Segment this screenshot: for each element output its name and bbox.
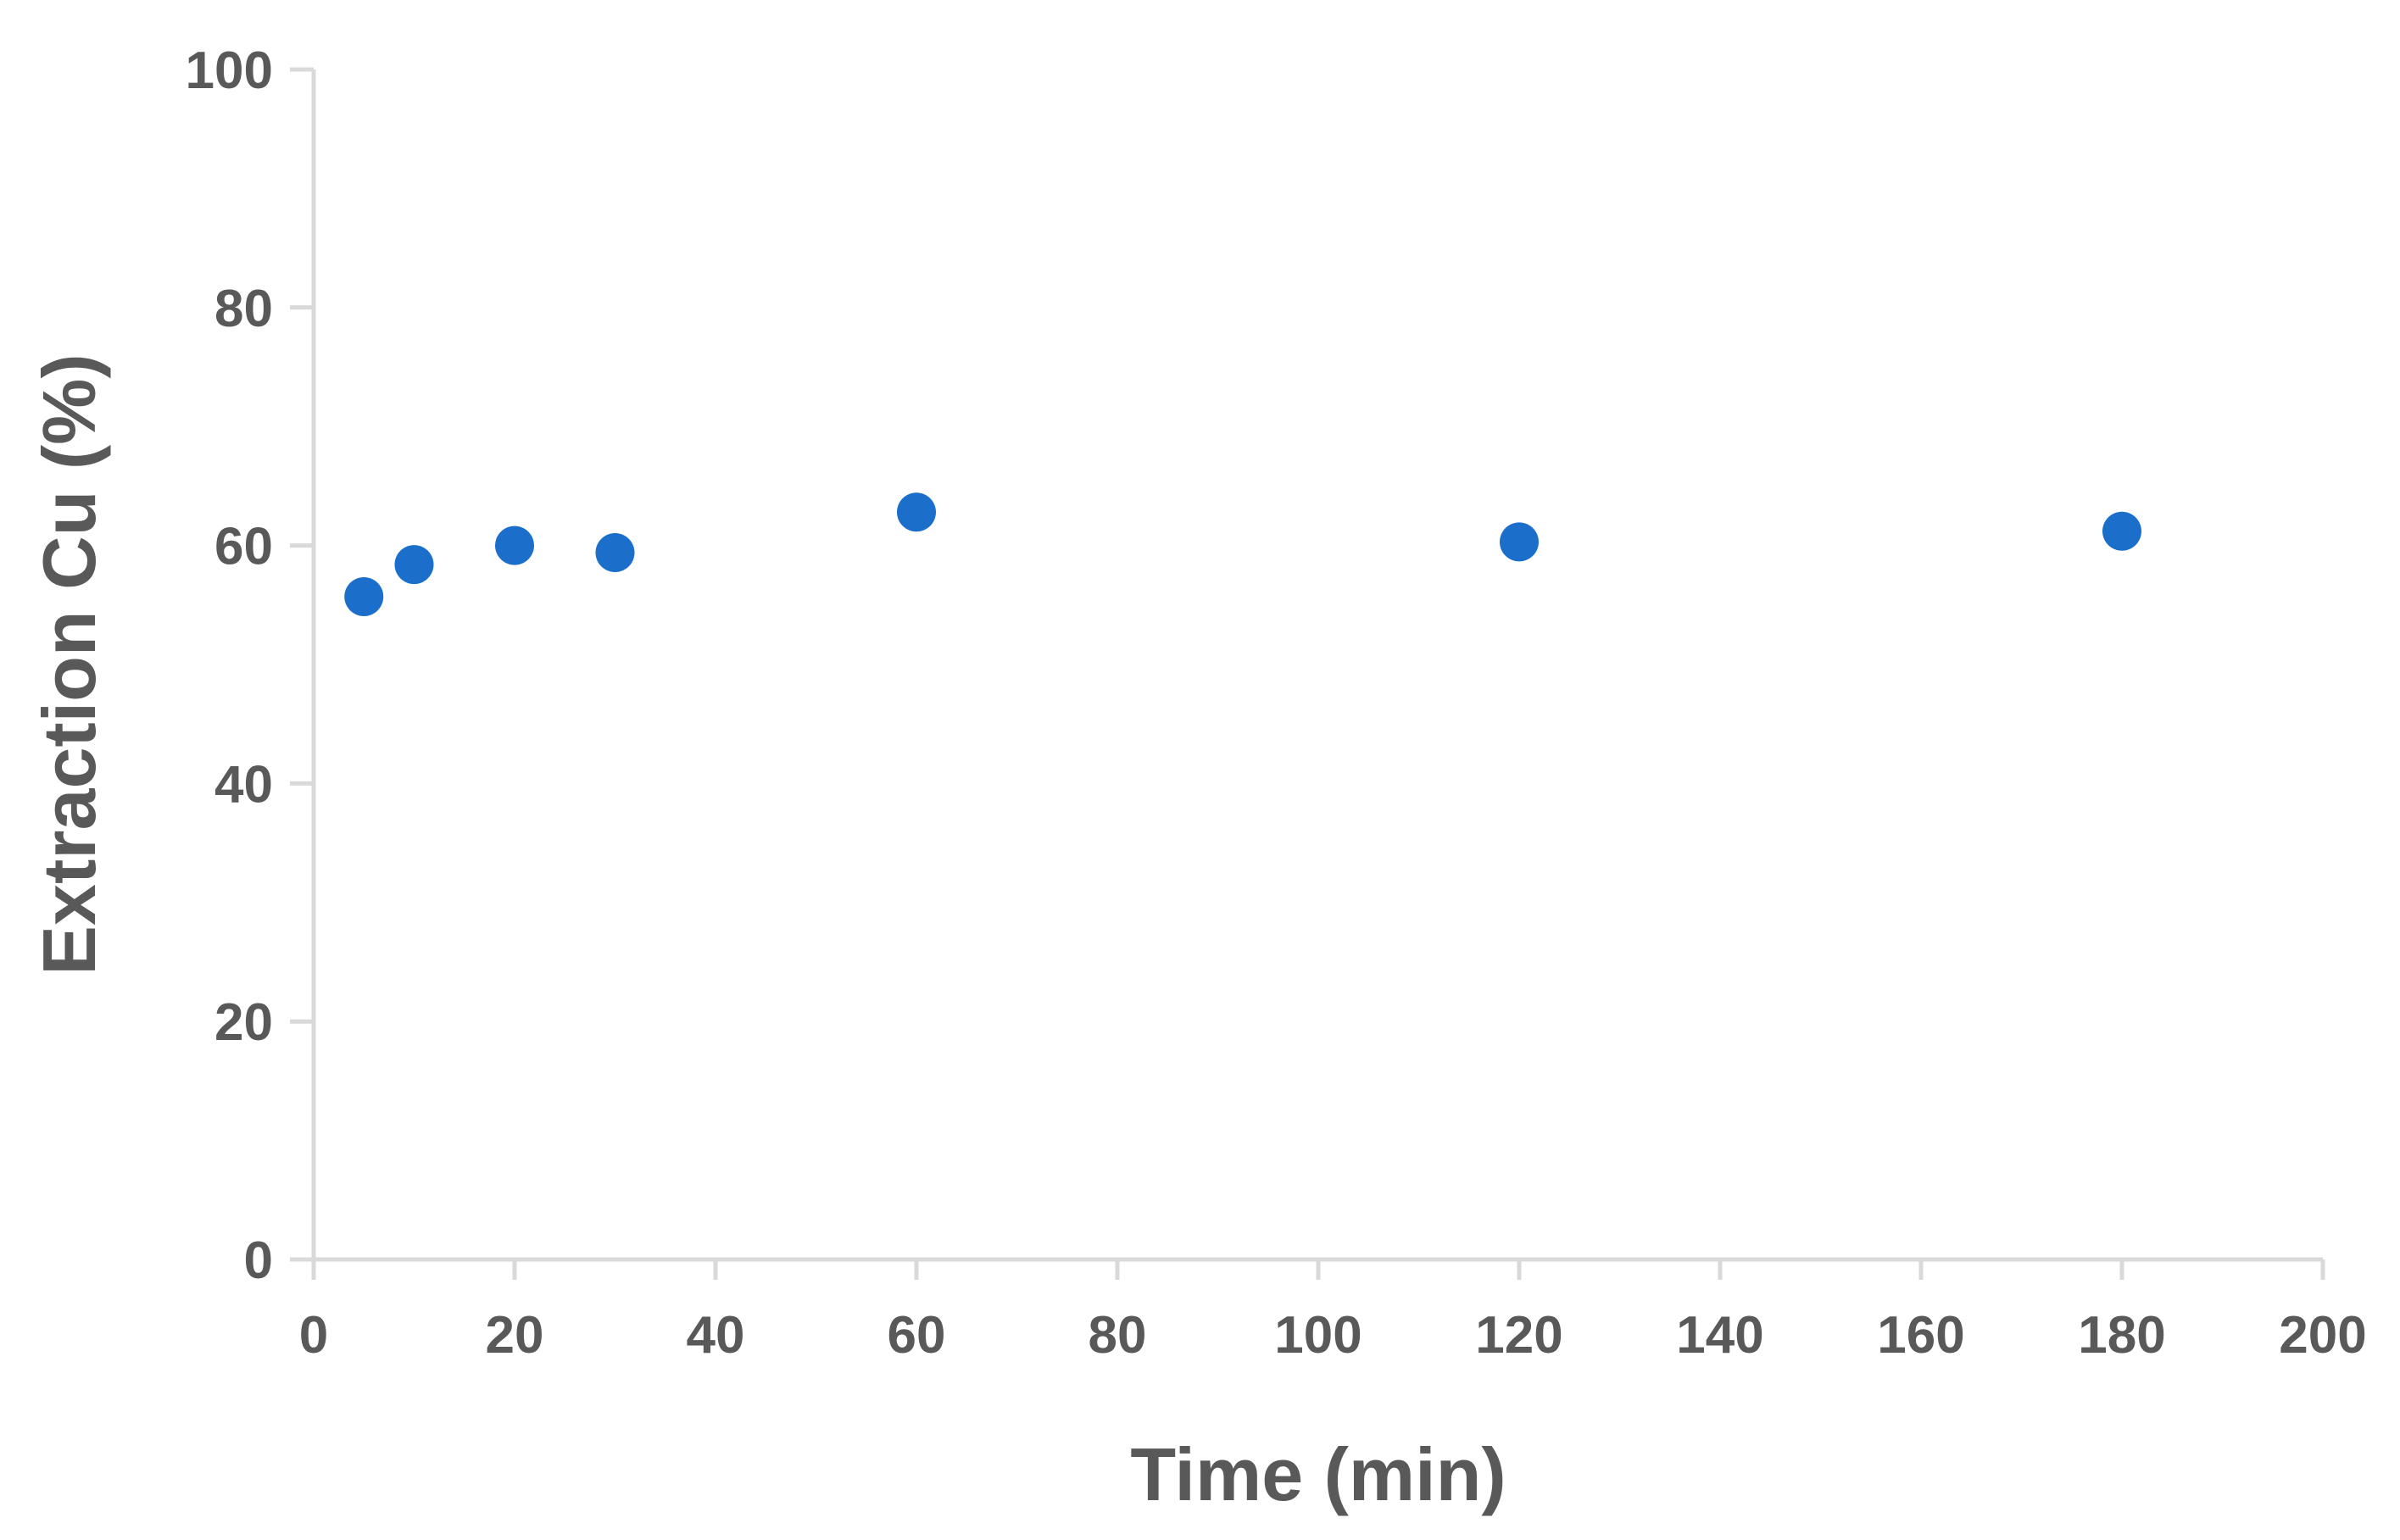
x-tick-label: 80	[1089, 1306, 1147, 1365]
data-points	[344, 492, 2141, 616]
x-tick-label: 20	[486, 1306, 544, 1365]
x-tick-label: 160	[1877, 1306, 1964, 1365]
y-tick-label: 80	[214, 280, 273, 338]
data-point	[344, 576, 384, 616]
x-axis-title: Time (min)	[1130, 1432, 1506, 1516]
data-point	[2102, 511, 2141, 551]
ticks: 0 20 40 60 80 100 0 20 40 60 80 100 120 140 160 180 200	[186, 42, 2367, 1365]
data-point	[897, 492, 936, 532]
x-tick-label: 0	[299, 1306, 328, 1365]
y-tick-label: 0	[244, 1231, 273, 1290]
axes	[311, 69, 2323, 1262]
x-tick-label: 140	[1676, 1306, 1763, 1365]
y-tick-label: 40	[214, 755, 273, 814]
data-point	[1500, 522, 1539, 562]
y-tick-label: 60	[214, 518, 273, 576]
x-tick-label: 100	[1274, 1306, 1361, 1365]
x-tick-label: 40	[687, 1306, 745, 1365]
data-point	[495, 525, 534, 565]
x-tick-label: 200	[2279, 1306, 2366, 1365]
data-point	[595, 533, 635, 573]
x-tick-label: 60	[888, 1306, 946, 1365]
data-point	[394, 545, 434, 585]
y-axis-title: Extraction Cu (%)	[27, 353, 111, 975]
y-tick-label: 100	[186, 42, 273, 100]
x-tick-label: 120	[1475, 1306, 1562, 1365]
x-tick-label: 180	[2078, 1306, 2165, 1365]
y-tick-label: 20	[214, 993, 273, 1052]
